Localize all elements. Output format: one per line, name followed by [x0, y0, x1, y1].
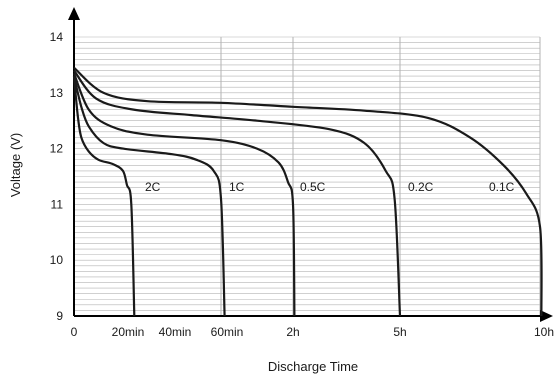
curve-label: 0.5C	[300, 180, 326, 194]
discharge-curves	[72, 66, 543, 317]
x-tick-label: 0	[71, 325, 78, 339]
x-axis-arrow	[540, 310, 553, 322]
y-axis-arrow	[68, 7, 80, 20]
x-tick-label: 60min	[211, 325, 244, 339]
y-tick-label: 9	[56, 309, 63, 323]
x-axis-title: Discharge Time	[268, 359, 358, 374]
curve-0-5C	[72, 72, 296, 317]
grid-lines	[74, 36, 541, 317]
x-tick-label: 20min	[112, 325, 145, 339]
x-tick-label: 5h	[393, 325, 406, 339]
curve-label: 1C	[229, 180, 245, 194]
y-tick-label: 11	[51, 197, 64, 211]
y-axis-title: Voltage (V)	[8, 133, 23, 197]
y-tick-label: 14	[50, 30, 64, 44]
y-tick-labels: 9 10 11 12 13 14	[50, 30, 64, 323]
x-tick-label: 2h	[286, 325, 299, 339]
curve-2C	[72, 75, 136, 317]
curve-0-1C	[73, 66, 543, 317]
y-tick-label: 12	[50, 142, 64, 156]
x-tick-label: 40min	[159, 325, 192, 339]
curve-1C	[72, 75, 226, 317]
axes	[68, 7, 553, 322]
y-tick-label: 10	[50, 253, 64, 267]
curve-labels: 2C 1C 0.5C 0.2C 0.1C	[145, 180, 515, 194]
curve-label: 2C	[145, 180, 161, 194]
curve-label: 0.1C	[489, 180, 515, 194]
y-tick-label: 13	[50, 86, 64, 100]
x-tick-labels: 0 20min 40min 60min 2h 5h 10h	[71, 325, 554, 339]
x-tick-label: 10h	[534, 325, 554, 339]
curve-0-2C	[73, 69, 402, 317]
curve-label: 0.2C	[408, 180, 434, 194]
